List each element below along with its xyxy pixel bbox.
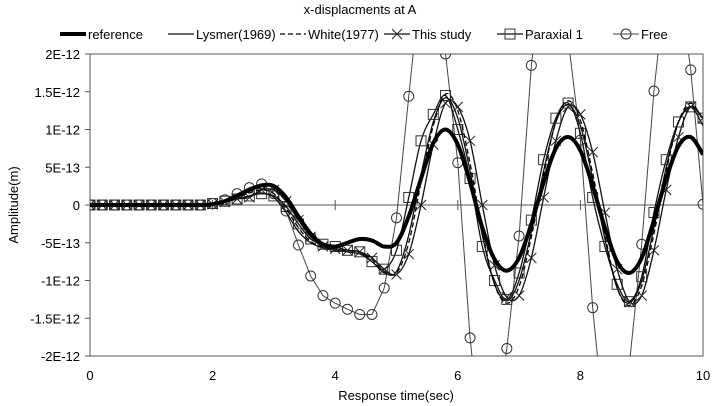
data-point-this-study (452, 101, 464, 113)
data-point-free (317, 290, 329, 302)
y-tick-label: 0 (73, 198, 80, 213)
legend-item-white-1977: White(1977) (280, 27, 379, 42)
data-point-free (366, 308, 378, 320)
legend: reference Lysmer(1969) White(1977) This stu… (60, 27, 668, 42)
x-tick-label: 2 (209, 368, 216, 383)
series-reference (90, 127, 703, 275)
data-point-free (513, 230, 525, 242)
legend-item-this-study: This study (384, 27, 472, 42)
x-tick-label: 6 (454, 368, 461, 383)
legend-marker-paraxial-1 (504, 28, 516, 40)
data-point-free (648, 85, 660, 97)
x-tick-label: 10 (696, 368, 710, 383)
legend-label: Free (641, 27, 668, 42)
x-axis-label: Response time(sec) (338, 388, 454, 403)
y-axis-label: Amplitude(m) (6, 166, 21, 243)
y-tick-label: 1.5E-12 (34, 85, 80, 100)
series-line-reference (90, 127, 703, 275)
data-point-free (305, 270, 317, 282)
data-point-free (685, 64, 697, 76)
data-point-this-study (575, 109, 586, 120)
data-point-free (403, 90, 415, 102)
data-point-this-study (403, 248, 415, 260)
y-tick-label: 1E-12 (45, 123, 80, 138)
data-point-this-study (501, 291, 513, 303)
legend-marker-this-study (391, 28, 403, 40)
data-point-this-study (513, 290, 525, 301)
legend-item-paraxial-1: Paraxial 1 (497, 27, 583, 42)
legend-label: This study (412, 27, 472, 42)
data-point-this-study (244, 192, 255, 203)
data-point-paraxial-1 (538, 154, 550, 166)
legend-label: Paraxial 1 (525, 27, 583, 42)
data-point-paraxial-1 (513, 267, 525, 279)
data-point-this-study (415, 199, 427, 211)
data-point-free (378, 282, 390, 294)
data-point-free (391, 212, 402, 224)
data-point-free (501, 342, 513, 354)
data-point-free (525, 59, 537, 71)
data-point-this-study (685, 101, 697, 113)
data-point-this-study (587, 146, 599, 158)
data-point-free (341, 303, 353, 315)
data-point-this-study (354, 246, 366, 258)
x-tick-label: 4 (332, 368, 339, 383)
data-point-paraxial-1 (574, 127, 586, 139)
legend-item-free: Free (613, 27, 668, 42)
data-point-paraxial-1 (415, 135, 427, 147)
data-point-paraxial-1 (427, 108, 439, 120)
legend-item-reference: reference (60, 27, 143, 42)
data-point-this-study (526, 252, 537, 264)
data-point-this-study (342, 244, 353, 256)
data-point-this-study (562, 101, 574, 113)
y-tick-label: 5E-13 (45, 160, 80, 175)
data-point-this-study (366, 252, 378, 264)
y-tick-label: 2E-12 (45, 47, 80, 62)
x-tick-label: 8 (577, 368, 584, 383)
data-point-this-study (636, 290, 648, 301)
data-point-free (697, 198, 703, 210)
data-point-this-study (648, 244, 660, 256)
data-point-free (292, 239, 304, 251)
y-tick-label: -1E-12 (41, 274, 80, 289)
data-point-paraxial-1 (562, 97, 574, 109)
y-tick-label: -5E-13 (41, 236, 80, 251)
data-point-paraxial-1 (268, 190, 280, 202)
legend-label: White(1977) (308, 27, 379, 42)
chart-title: x-displacments at A (304, 2, 417, 17)
legend-label: reference (88, 27, 143, 42)
data-point-free (587, 302, 599, 314)
data-point-free (354, 308, 366, 320)
data-point-free (464, 332, 476, 344)
data-point-free (329, 297, 341, 309)
data-point-free (440, 54, 452, 60)
data-point-this-study (697, 112, 703, 124)
x-tick-label: 0 (86, 368, 93, 383)
data-point-this-study (624, 296, 635, 307)
legend-label: Lysmer(1969) (196, 27, 276, 42)
data-point-paraxial-1 (440, 90, 452, 102)
legend-marker-free (620, 28, 632, 40)
data-point-this-study (378, 263, 390, 275)
data-point-this-study (90, 199, 96, 211)
data-point-paraxial-1 (354, 246, 366, 258)
y-tick-label: -1.5E-12 (30, 311, 80, 326)
y-tick-label: -2E-12 (41, 349, 80, 364)
data-point-this-study (440, 97, 451, 109)
data-point-paraxial-1 (697, 112, 703, 124)
legend-item-lysmer-1969: Lysmer(1969) (168, 27, 276, 42)
data-point-this-study (464, 135, 476, 147)
data-point-this-study (391, 269, 402, 280)
